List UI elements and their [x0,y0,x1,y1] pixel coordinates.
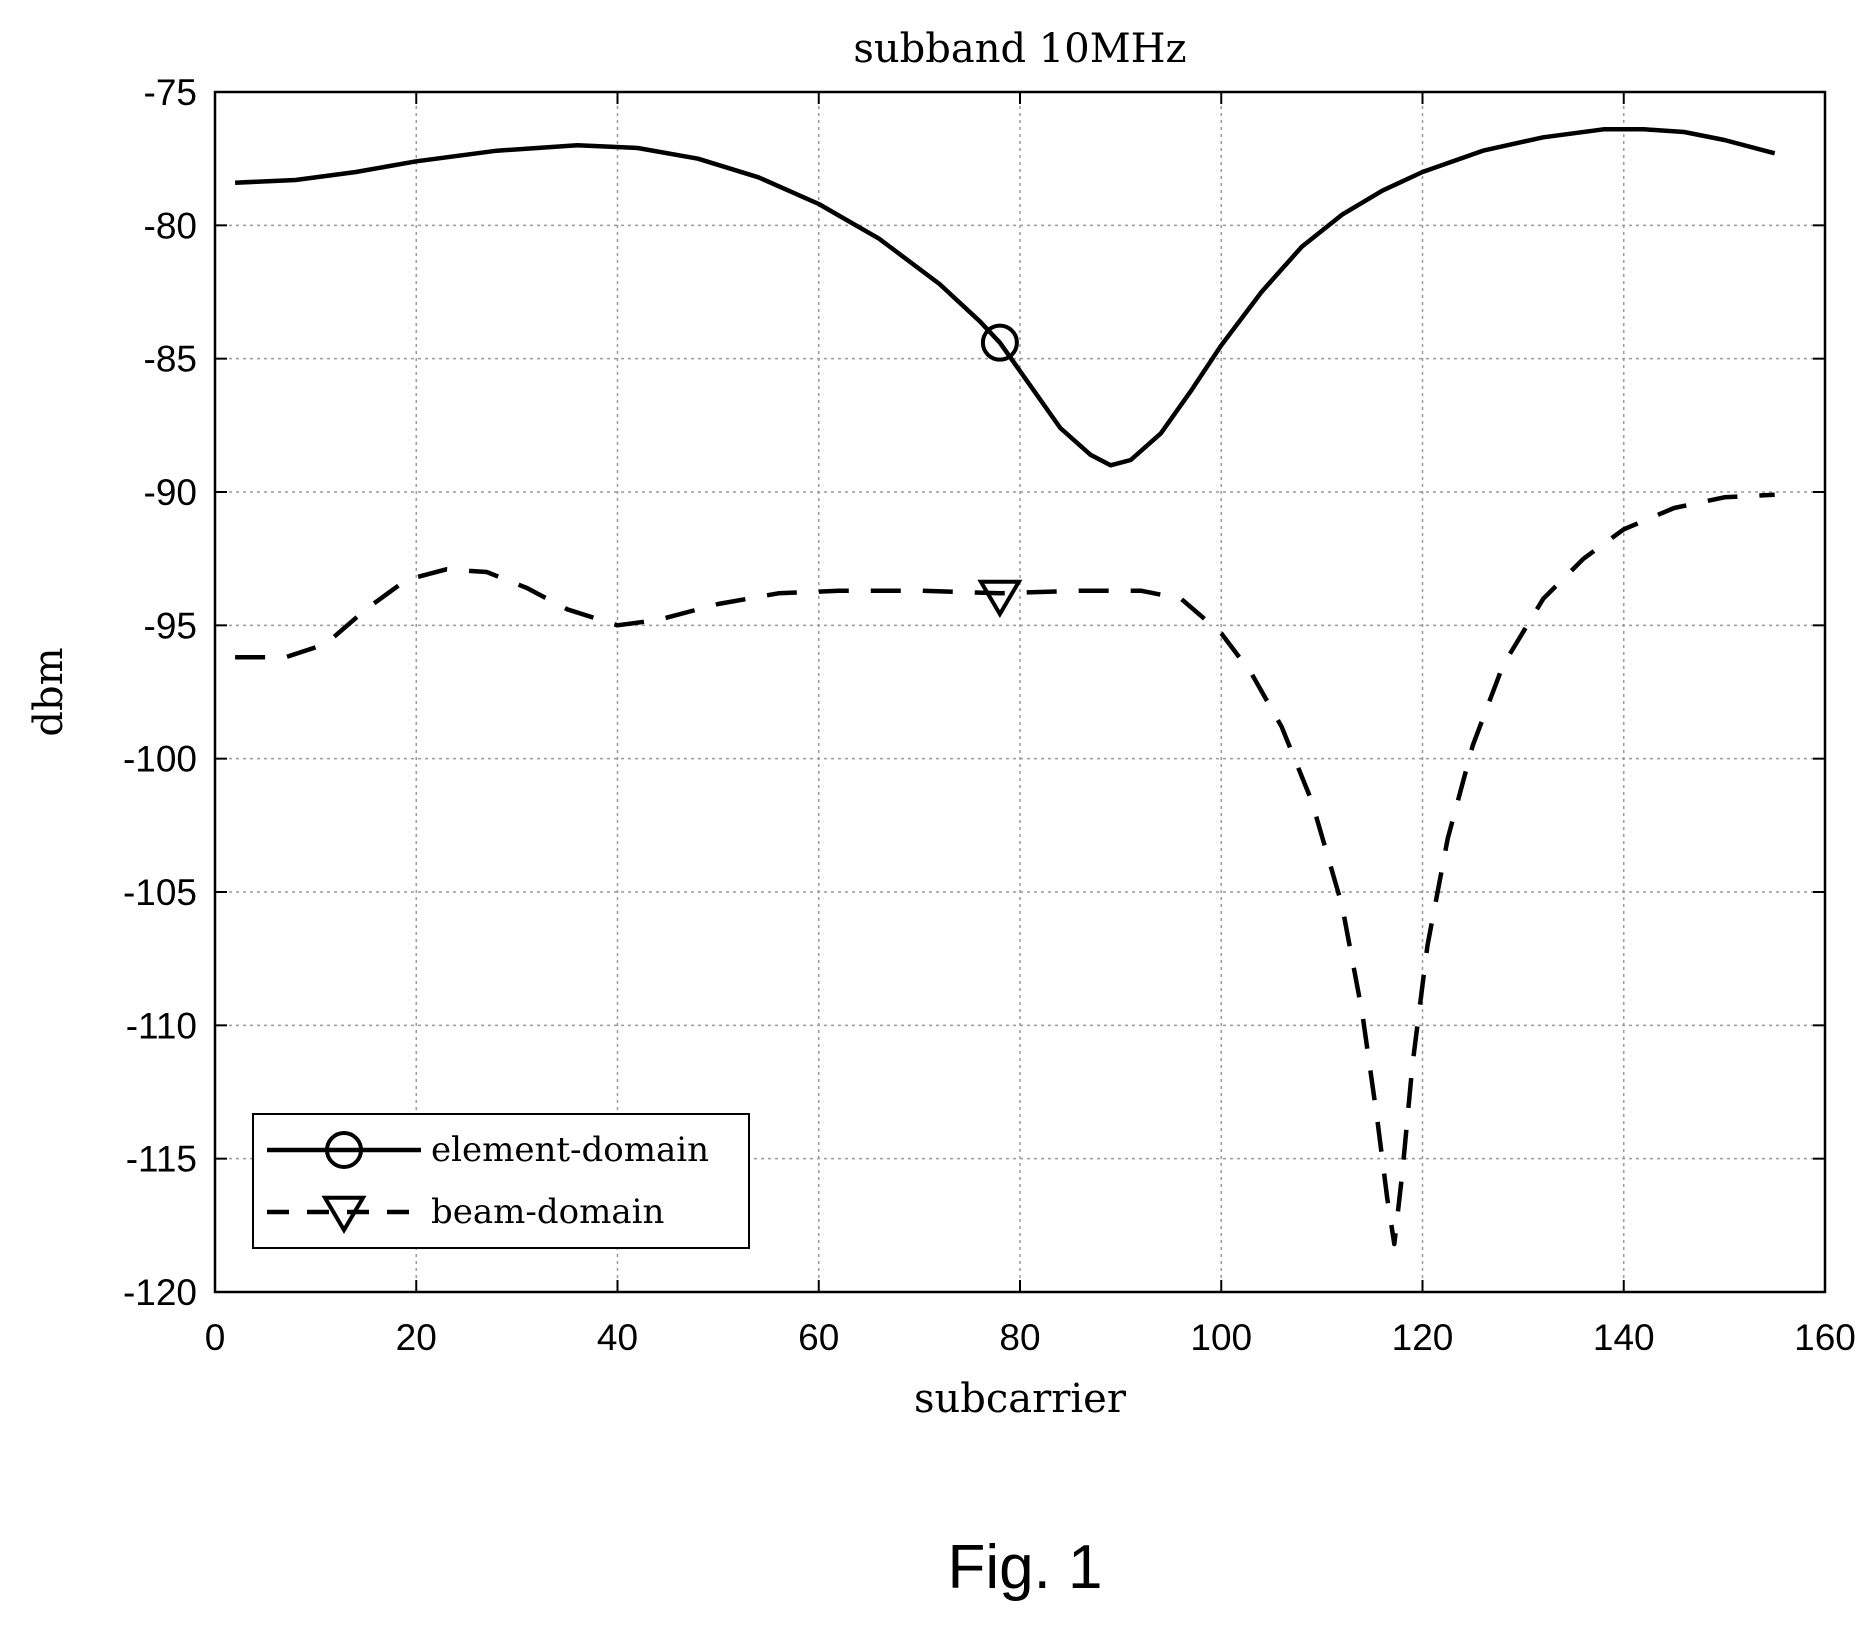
figure-caption: Fig. 1 [947,1533,1102,1602]
legend-marker-element-domain [325,1131,363,1169]
y-axis-label: dbm [26,647,72,736]
legend-items: element-domain beam-domain [267,1130,709,1234]
y-tick-label: -100 [123,739,197,780]
x-axis-label: subcarrier [914,1376,1127,1422]
legend-marker-beam-domain [321,1195,367,1234]
element-domain-marker [980,323,1019,362]
beam-domain-marker [977,579,1023,618]
plot-frame [213,90,1827,1294]
legend-item-element-domain: element-domain [267,1130,709,1170]
axis-ticks: 0 20 40 60 80 100 120 140 160 -75 -80 -85 -90 -95 -100… [123,72,1856,1358]
x-tick-label: 160 [1794,1317,1856,1358]
x-tick-label: 60 [798,1317,839,1358]
series-layer [234,127,1776,1247]
element-domain-series [234,127,1776,468]
y-tick-label: -95 [144,605,197,646]
element-domain-line [234,127,1776,468]
legend-label-beam-domain: beam-domain [431,1192,664,1232]
legend-label-element-domain: element-domain [431,1130,709,1170]
x-tick-label: 100 [1190,1317,1252,1358]
y-tick-label: -115 [126,1139,197,1180]
x-tick-label: 20 [396,1317,437,1358]
grid [215,92,1825,1292]
x-tick-label: 0 [205,1317,226,1358]
y-tick-label: -120 [123,1272,197,1313]
y-tick-label: -110 [126,1005,197,1046]
chart-title: subband 10MHz [853,26,1186,72]
x-tick-label: 80 [999,1317,1040,1358]
y-tick-label: -75 [144,72,197,113]
x-tick-label: 40 [597,1317,638,1358]
y-tick-label: -105 [123,872,197,913]
legend-item-beam-domain: beam-domain [267,1192,664,1234]
y-tick-label: -85 [144,339,197,380]
legend: element-domain beam-domain [252,1113,750,1249]
beam-domain-line [235,492,1775,1247]
y-tick-label: -90 [144,472,197,513]
x-tick-label: 140 [1593,1317,1655,1358]
x-tick-label: 120 [1392,1317,1454,1358]
beam-domain-series [235,492,1775,1247]
y-tick-label: -80 [144,205,197,246]
